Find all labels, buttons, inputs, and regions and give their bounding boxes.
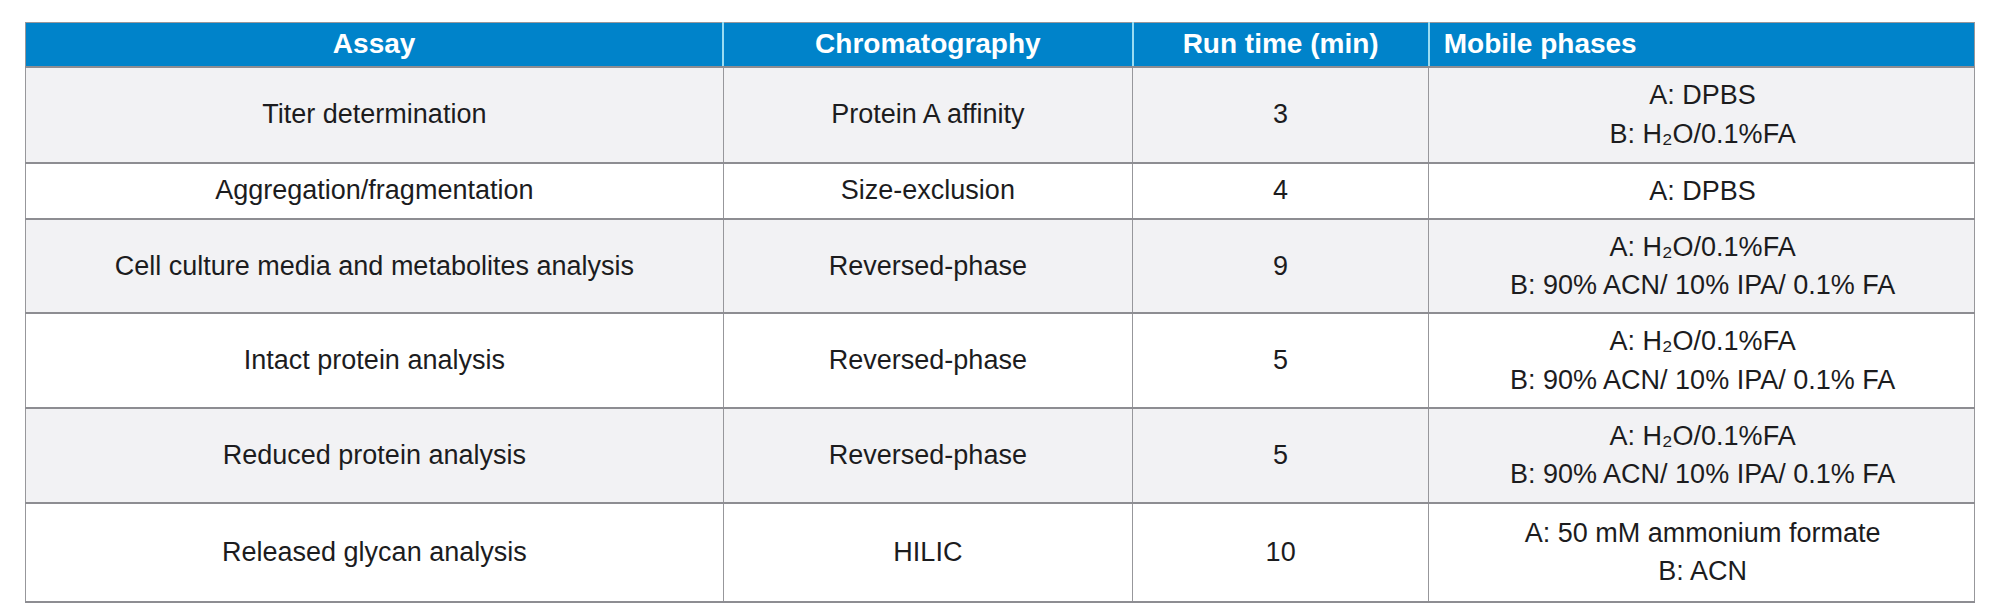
- mobile-phase-a: A: DPBS: [1443, 76, 1962, 114]
- assay-methods-table-container: Assay Chromatography Run time (min) Mobi…: [25, 22, 1975, 603]
- cell-assay: Reduced protein analysis: [26, 408, 724, 503]
- cell-chromatography: Reversed-phase: [723, 408, 1132, 503]
- mobile-phase-a: A: H₂O/0.1%FA: [1443, 417, 1962, 455]
- mobile-phase-b: B: 90% ACN/ 10% IPA/ 0.1% FA: [1443, 266, 1962, 304]
- cell-assay: Cell culture media and metabolites analy…: [26, 219, 724, 314]
- cell-run-time: 3: [1133, 67, 1429, 163]
- cell-run-time: 4: [1133, 163, 1429, 219]
- table-row-released-glycan: Released glycan analysis HILIC 10 A: 50 …: [26, 503, 1975, 602]
- cell-mobile-phases: A: DPBS B: H₂O/0.1%FA: [1429, 67, 1975, 163]
- column-header-assay: Assay: [26, 23, 724, 67]
- cell-chromatography: Reversed-phase: [723, 313, 1132, 408]
- table-row-aggregation-fragmentation: Aggregation/fragmentation Size-exclusion…: [26, 163, 1975, 219]
- cell-run-time: 5: [1133, 408, 1429, 503]
- header-row: Assay Chromatography Run time (min) Mobi…: [26, 23, 1975, 67]
- mobile-phase-b: B: ACN: [1443, 552, 1962, 590]
- cell-mobile-phases: A: H₂O/0.1%FA B: 90% ACN/ 10% IPA/ 0.1% …: [1429, 408, 1975, 503]
- cell-run-time: 10: [1133, 503, 1429, 602]
- cell-mobile-phases: A: H₂O/0.1%FA B: 90% ACN/ 10% IPA/ 0.1% …: [1429, 219, 1975, 314]
- cell-mobile-phases: A: 50 mM ammonium formate B: ACN: [1429, 503, 1975, 602]
- column-header-chromatography: Chromatography: [723, 23, 1132, 67]
- table-header: Assay Chromatography Run time (min) Mobi…: [26, 23, 1975, 67]
- cell-mobile-phases: A: DPBS: [1429, 163, 1975, 219]
- mobile-phase-a: A: H₂O/0.1%FA: [1443, 228, 1962, 266]
- cell-assay: Aggregation/fragmentation: [26, 163, 724, 219]
- table-row-intact-protein: Intact protein analysis Reversed-phase 5…: [26, 313, 1975, 408]
- cell-assay: Titer determination: [26, 67, 724, 163]
- cell-chromatography: Reversed-phase: [723, 219, 1132, 314]
- table-row-titer-determination: Titer determination Protein A affinity 3…: [26, 67, 1975, 163]
- column-header-mobile-phases: Mobile phases: [1429, 23, 1975, 67]
- table-body: Titer determination Protein A affinity 3…: [26, 67, 1975, 602]
- cell-chromatography: HILIC: [723, 503, 1132, 602]
- mobile-phase-b: B: 90% ACN/ 10% IPA/ 0.1% FA: [1443, 361, 1962, 399]
- cell-run-time: 5: [1133, 313, 1429, 408]
- assay-methods-table: Assay Chromatography Run time (min) Mobi…: [25, 22, 1975, 603]
- column-header-run-time: Run time (min): [1133, 23, 1429, 67]
- mobile-phase-a: A: H₂O/0.1%FA: [1443, 322, 1962, 360]
- table-row-reduced-protein: Reduced protein analysis Reversed-phase …: [26, 408, 1975, 503]
- cell-chromatography: Size-exclusion: [723, 163, 1132, 219]
- cell-mobile-phases: A: H₂O/0.1%FA B: 90% ACN/ 10% IPA/ 0.1% …: [1429, 313, 1975, 408]
- mobile-phase-b: B: 90% ACN/ 10% IPA/ 0.1% FA: [1443, 455, 1962, 493]
- cell-assay: Intact protein analysis: [26, 313, 724, 408]
- cell-chromatography: Protein A affinity: [723, 67, 1132, 163]
- mobile-phase-a: A: DPBS: [1443, 172, 1962, 210]
- cell-run-time: 9: [1133, 219, 1429, 314]
- table-row-cell-culture-media: Cell culture media and metabolites analy…: [26, 219, 1975, 314]
- mobile-phase-a: A: 50 mM ammonium formate: [1443, 514, 1962, 552]
- cell-assay: Released glycan analysis: [26, 503, 724, 602]
- mobile-phase-b: B: H₂O/0.1%FA: [1443, 115, 1962, 153]
